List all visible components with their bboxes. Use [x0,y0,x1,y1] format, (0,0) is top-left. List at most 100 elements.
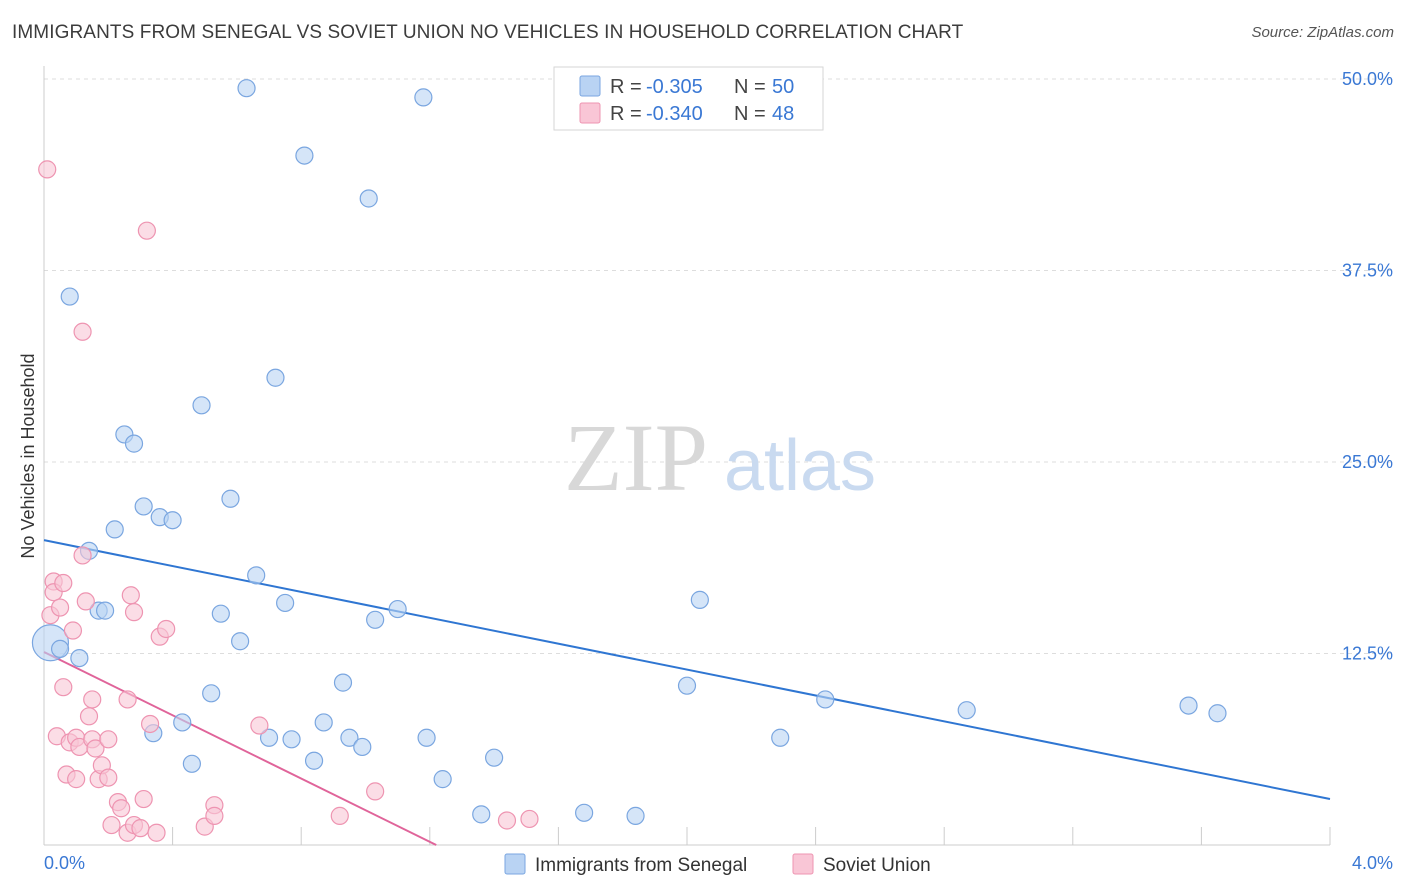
trend-line-soviet [43,651,437,846]
data-point-soviet [83,690,102,709]
data-point-senegal [575,803,594,822]
data-point-senegal [192,396,211,415]
svg-text:R = -0.305 N =: R = -0.305 N = 50 [610,76,794,98]
stats-n-value: 50 [772,76,794,98]
stats-r-label: R = [610,103,642,125]
data-point-senegal [105,520,124,539]
data-point-soviet [330,806,349,825]
data-point-soviet [147,823,166,842]
data-point-senegal [417,728,436,747]
data-point-senegal [163,511,182,530]
data-point-senegal [677,676,697,695]
trend-line-senegal [43,539,1331,801]
data-point-senegal [124,434,144,453]
legend-label-soviet: Soviet Union [823,855,931,876]
stats-swatch-soviet [579,102,601,124]
data-point-soviet [131,819,150,838]
data-point-senegal [626,806,645,825]
svg-text:R = -0.340 N =: R = -0.340 N = 48 [610,103,794,125]
data-point-soviet [121,586,140,605]
data-point-senegal [202,684,221,703]
data-point-soviet [497,811,517,830]
stats-r-value: -0.340 [646,103,703,125]
data-point-senegal [50,639,70,659]
data-point-senegal [333,673,353,692]
data-point-senegal [276,593,295,613]
data-point-senegal [414,88,433,107]
data-point-senegal [957,701,976,720]
data-point-senegal [282,730,301,749]
data-point-senegal [60,287,79,306]
data-point-senegal [433,770,452,789]
axes [43,66,1331,846]
stats-n-value: 48 [772,103,794,125]
y-tick-label: 25.0% [1342,452,1393,472]
data-point-senegal [485,748,504,767]
data-point-senegal [295,146,314,165]
data-point-senegal [359,189,378,208]
data-point-senegal [266,368,285,387]
data-point-soviet [79,707,99,726]
data-point-soviet [366,782,385,801]
data-point-senegal [366,610,385,629]
x-tick-label: 0.0% [44,853,85,873]
data-point-soviet [137,221,156,240]
data-point-soviet [118,690,137,709]
data-point-soviet [112,799,131,818]
data-point-soviet [99,768,118,787]
data-point-soviet [250,716,269,735]
data-point-senegal [353,737,372,757]
data-point-soviet [520,809,539,829]
data-point-soviet [86,739,105,758]
data-point-senegal [231,632,250,651]
data-point-senegal [259,728,279,747]
data-point-senegal [237,79,256,98]
source-label: Source: ZipAtlas.com [1251,24,1394,41]
watermark: ZIP atlas [564,404,876,511]
data-point-soviet [205,806,224,825]
data-point-soviet [50,598,70,617]
data-point-senegal [816,690,835,709]
y-tick-label: 50.0% [1342,69,1393,89]
stats-r-value: -0.305 [646,76,703,98]
legend-label-senegal: Immigrants from Senegal [535,855,747,876]
data-point-senegal [95,601,115,620]
data-point-senegal [70,648,89,668]
data-point-senegal [247,566,266,585]
data-point-soviet [140,714,160,734]
legend: Immigrants from Senegal Soviet Union [504,853,931,876]
data-point-soviet [73,322,92,341]
data-point-soviet [102,815,121,835]
stats-r-label: R = [610,76,642,98]
stats-n-label: N = [734,76,766,98]
data-point-soviet [124,603,144,622]
data-points [31,79,1227,842]
stats-swatch-senegal [579,75,601,97]
data-point-soviet [67,770,86,789]
legend-swatch-senegal [504,853,526,875]
x-tick-labels: 0.0% 4.0% [44,853,1393,873]
data-point-senegal [1208,704,1227,723]
data-point-senegal [182,754,201,773]
watermark-zip: ZIP [564,404,708,511]
data-point-soviet [38,160,57,179]
data-point-soviet [54,573,73,593]
data-point-senegal [472,805,491,824]
data-point-senegal [388,599,407,619]
legend-swatch-soviet [792,853,814,875]
data-point-soviet [157,619,176,639]
data-point-soviet [73,546,92,565]
data-point-soviet [76,592,95,611]
data-point-soviet [54,678,73,697]
data-point-soviet [134,789,153,809]
x-tick-label: 4.0% [1352,853,1393,873]
data-point-senegal [1179,696,1198,715]
data-point-soviet [99,730,118,749]
data-point-senegal [690,590,709,609]
data-point-senegal [211,604,230,623]
data-point-senegal [221,489,240,508]
y-axis-label: No Vehicles in Household [18,353,38,558]
data-point-senegal [340,728,359,747]
data-point-senegal [304,751,324,770]
